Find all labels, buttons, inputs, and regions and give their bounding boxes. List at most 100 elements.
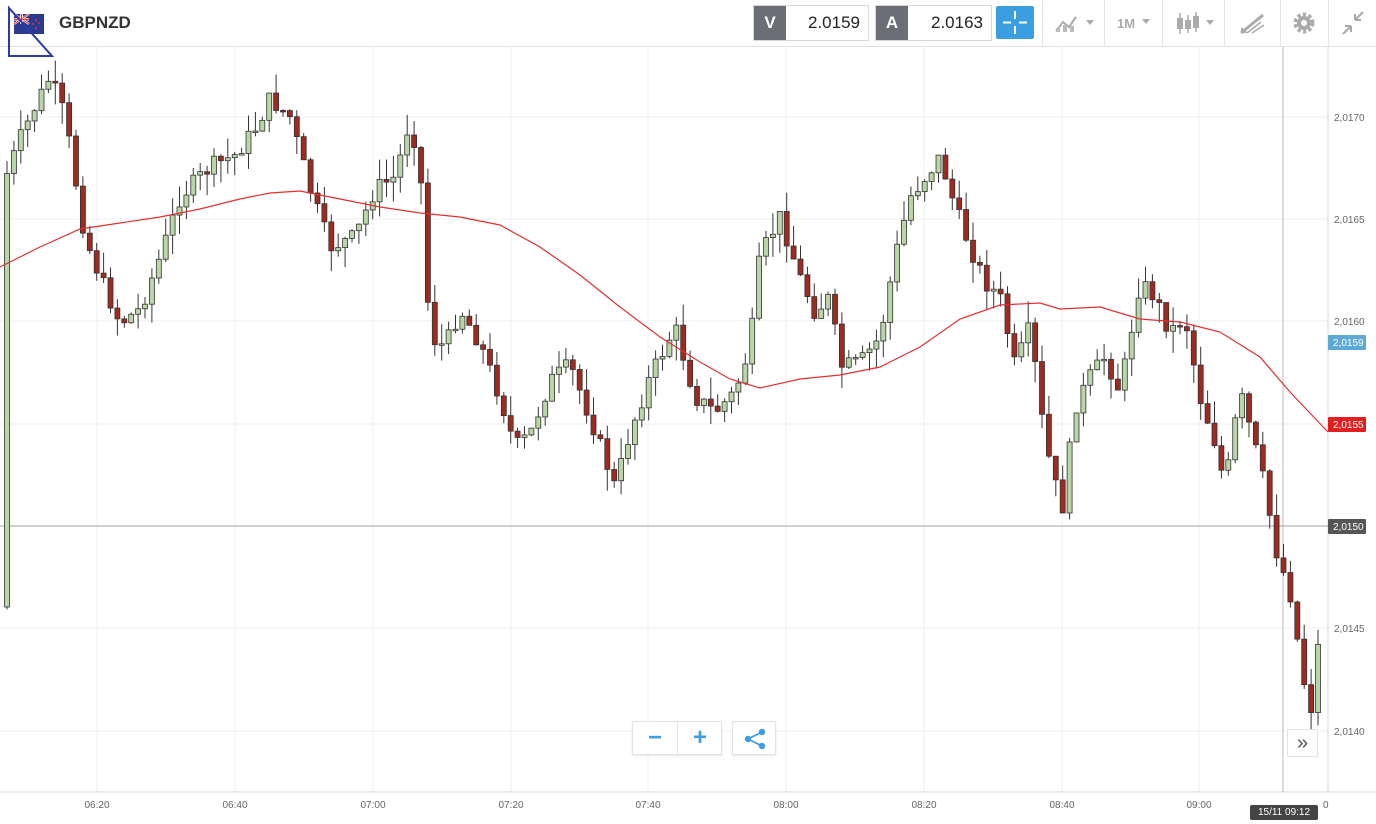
- candle: [990, 280, 997, 309]
- gear-icon: [1293, 12, 1315, 34]
- candle: [977, 255, 983, 274]
- candle: [818, 293, 825, 319]
- price-tick-label: 2,0140: [1334, 727, 1365, 738]
- candle: [1094, 349, 1101, 371]
- candle: [845, 350, 852, 370]
- candles: [4, 60, 1321, 732]
- candle: [155, 249, 162, 284]
- candle: [790, 225, 797, 260]
- moving-average: [0, 190, 1329, 433]
- candle: [100, 252, 107, 283]
- candle: [1066, 437, 1073, 520]
- candle: [1315, 629, 1321, 726]
- candle: [459, 312, 466, 334]
- candle: [659, 344, 666, 371]
- candle: [1211, 401, 1218, 449]
- candle: [24, 114, 31, 147]
- candle: [45, 70, 52, 94]
- candle: [514, 427, 521, 449]
- candle: [445, 321, 452, 355]
- candle: [949, 169, 956, 211]
- chart-toolbar: GBPNZD V 2.0159 A 2.0163 1M: [0, 0, 1376, 57]
- candle: [811, 283, 818, 322]
- candle: [314, 182, 321, 213]
- candle: [231, 151, 238, 176]
- collapse-button[interactable]: [1328, 0, 1376, 46]
- candle: [190, 168, 197, 203]
- indicators-icon: [1055, 16, 1094, 32]
- candle: [1225, 451, 1232, 476]
- buy-price: 2.0163: [931, 13, 983, 32]
- drawing-tools-icon: [1240, 13, 1265, 35]
- svg-text:2,0159: 2,0159: [1333, 338, 1364, 349]
- candlestick-chart[interactable]: 2,0170 2,0165 2,0160 2,0155 2,0150 2,0145 2,01…: [0, 47, 1376, 824]
- candle: [1294, 600, 1301, 642]
- candle: [1073, 412, 1080, 443]
- candle: [390, 155, 397, 202]
- svg-text:2,0150: 2,0150: [1333, 522, 1364, 533]
- candle: [652, 350, 659, 396]
- candle: [1259, 431, 1266, 479]
- candle: [162, 218, 169, 263]
- candle: [1135, 278, 1142, 338]
- symbol-title: GBPNZD: [59, 13, 131, 32]
- candle: [666, 331, 673, 359]
- candle: [583, 369, 590, 424]
- timeframe-button[interactable]: 1M: [1104, 0, 1163, 46]
- price-tick-label: 2,0170: [1334, 113, 1365, 124]
- candle: [1273, 494, 1280, 567]
- indicators-button[interactable]: [1042, 0, 1105, 46]
- candle: [252, 111, 259, 137]
- svg-text:2,0155: 2,0155: [1333, 420, 1364, 431]
- buy-price-button[interactable]: A 2.0163: [875, 5, 992, 41]
- crosshair-time-badge: 15/11 09:12: [1250, 805, 1318, 820]
- zoom-in-button[interactable]: +: [692, 724, 707, 751]
- share-icon: [744, 728, 766, 750]
- candle: [349, 229, 355, 243]
- candle: [1149, 274, 1156, 309]
- candle: [707, 377, 714, 425]
- time-tick-label: 07:00: [360, 800, 385, 811]
- candle: [563, 347, 569, 374]
- candle: [176, 186, 183, 234]
- candle: [418, 145, 424, 205]
- candle: [487, 333, 493, 372]
- candle: [52, 60, 59, 105]
- drawing-tools-button[interactable]: [1224, 0, 1281, 46]
- candle: [1052, 455, 1059, 497]
- candle: [1032, 317, 1038, 383]
- candle: [825, 291, 831, 317]
- selection-triangle-icon: [8, 5, 55, 57]
- candle: [121, 315, 128, 328]
- chart-type-button[interactable]: [1162, 0, 1225, 46]
- candle: [852, 354, 859, 366]
- candle: [1170, 307, 1176, 353]
- candle: [466, 309, 473, 326]
- price-badge: 2,0150: [1328, 519, 1366, 534]
- candle: [1039, 345, 1045, 429]
- candle: [873, 329, 880, 369]
- candle: [963, 192, 969, 243]
- candle: [935, 154, 942, 183]
- candle: [970, 222, 976, 283]
- candle: [217, 154, 224, 183]
- crosshair-button[interactable]: [996, 6, 1034, 39]
- candle: [735, 378, 742, 405]
- candle: [721, 398, 728, 422]
- candle: [293, 110, 300, 155]
- sell-price-button[interactable]: V 2.0159: [753, 5, 869, 41]
- candle: [73, 129, 79, 190]
- zoom-out-button[interactable]: −: [633, 722, 678, 754]
- candle: [714, 394, 721, 413]
- candle: [894, 230, 900, 292]
- settings-button[interactable]: [1280, 0, 1329, 46]
- candle: [763, 230, 769, 266]
- candle: [1046, 395, 1052, 459]
- candle: [4, 161, 10, 610]
- candle: [17, 110, 24, 164]
- scroll-to-latest-button[interactable]: »: [1287, 729, 1318, 757]
- candle: [728, 386, 735, 414]
- candle: [148, 268, 155, 323]
- candle: [1197, 346, 1204, 421]
- share-button[interactable]: [732, 721, 776, 755]
